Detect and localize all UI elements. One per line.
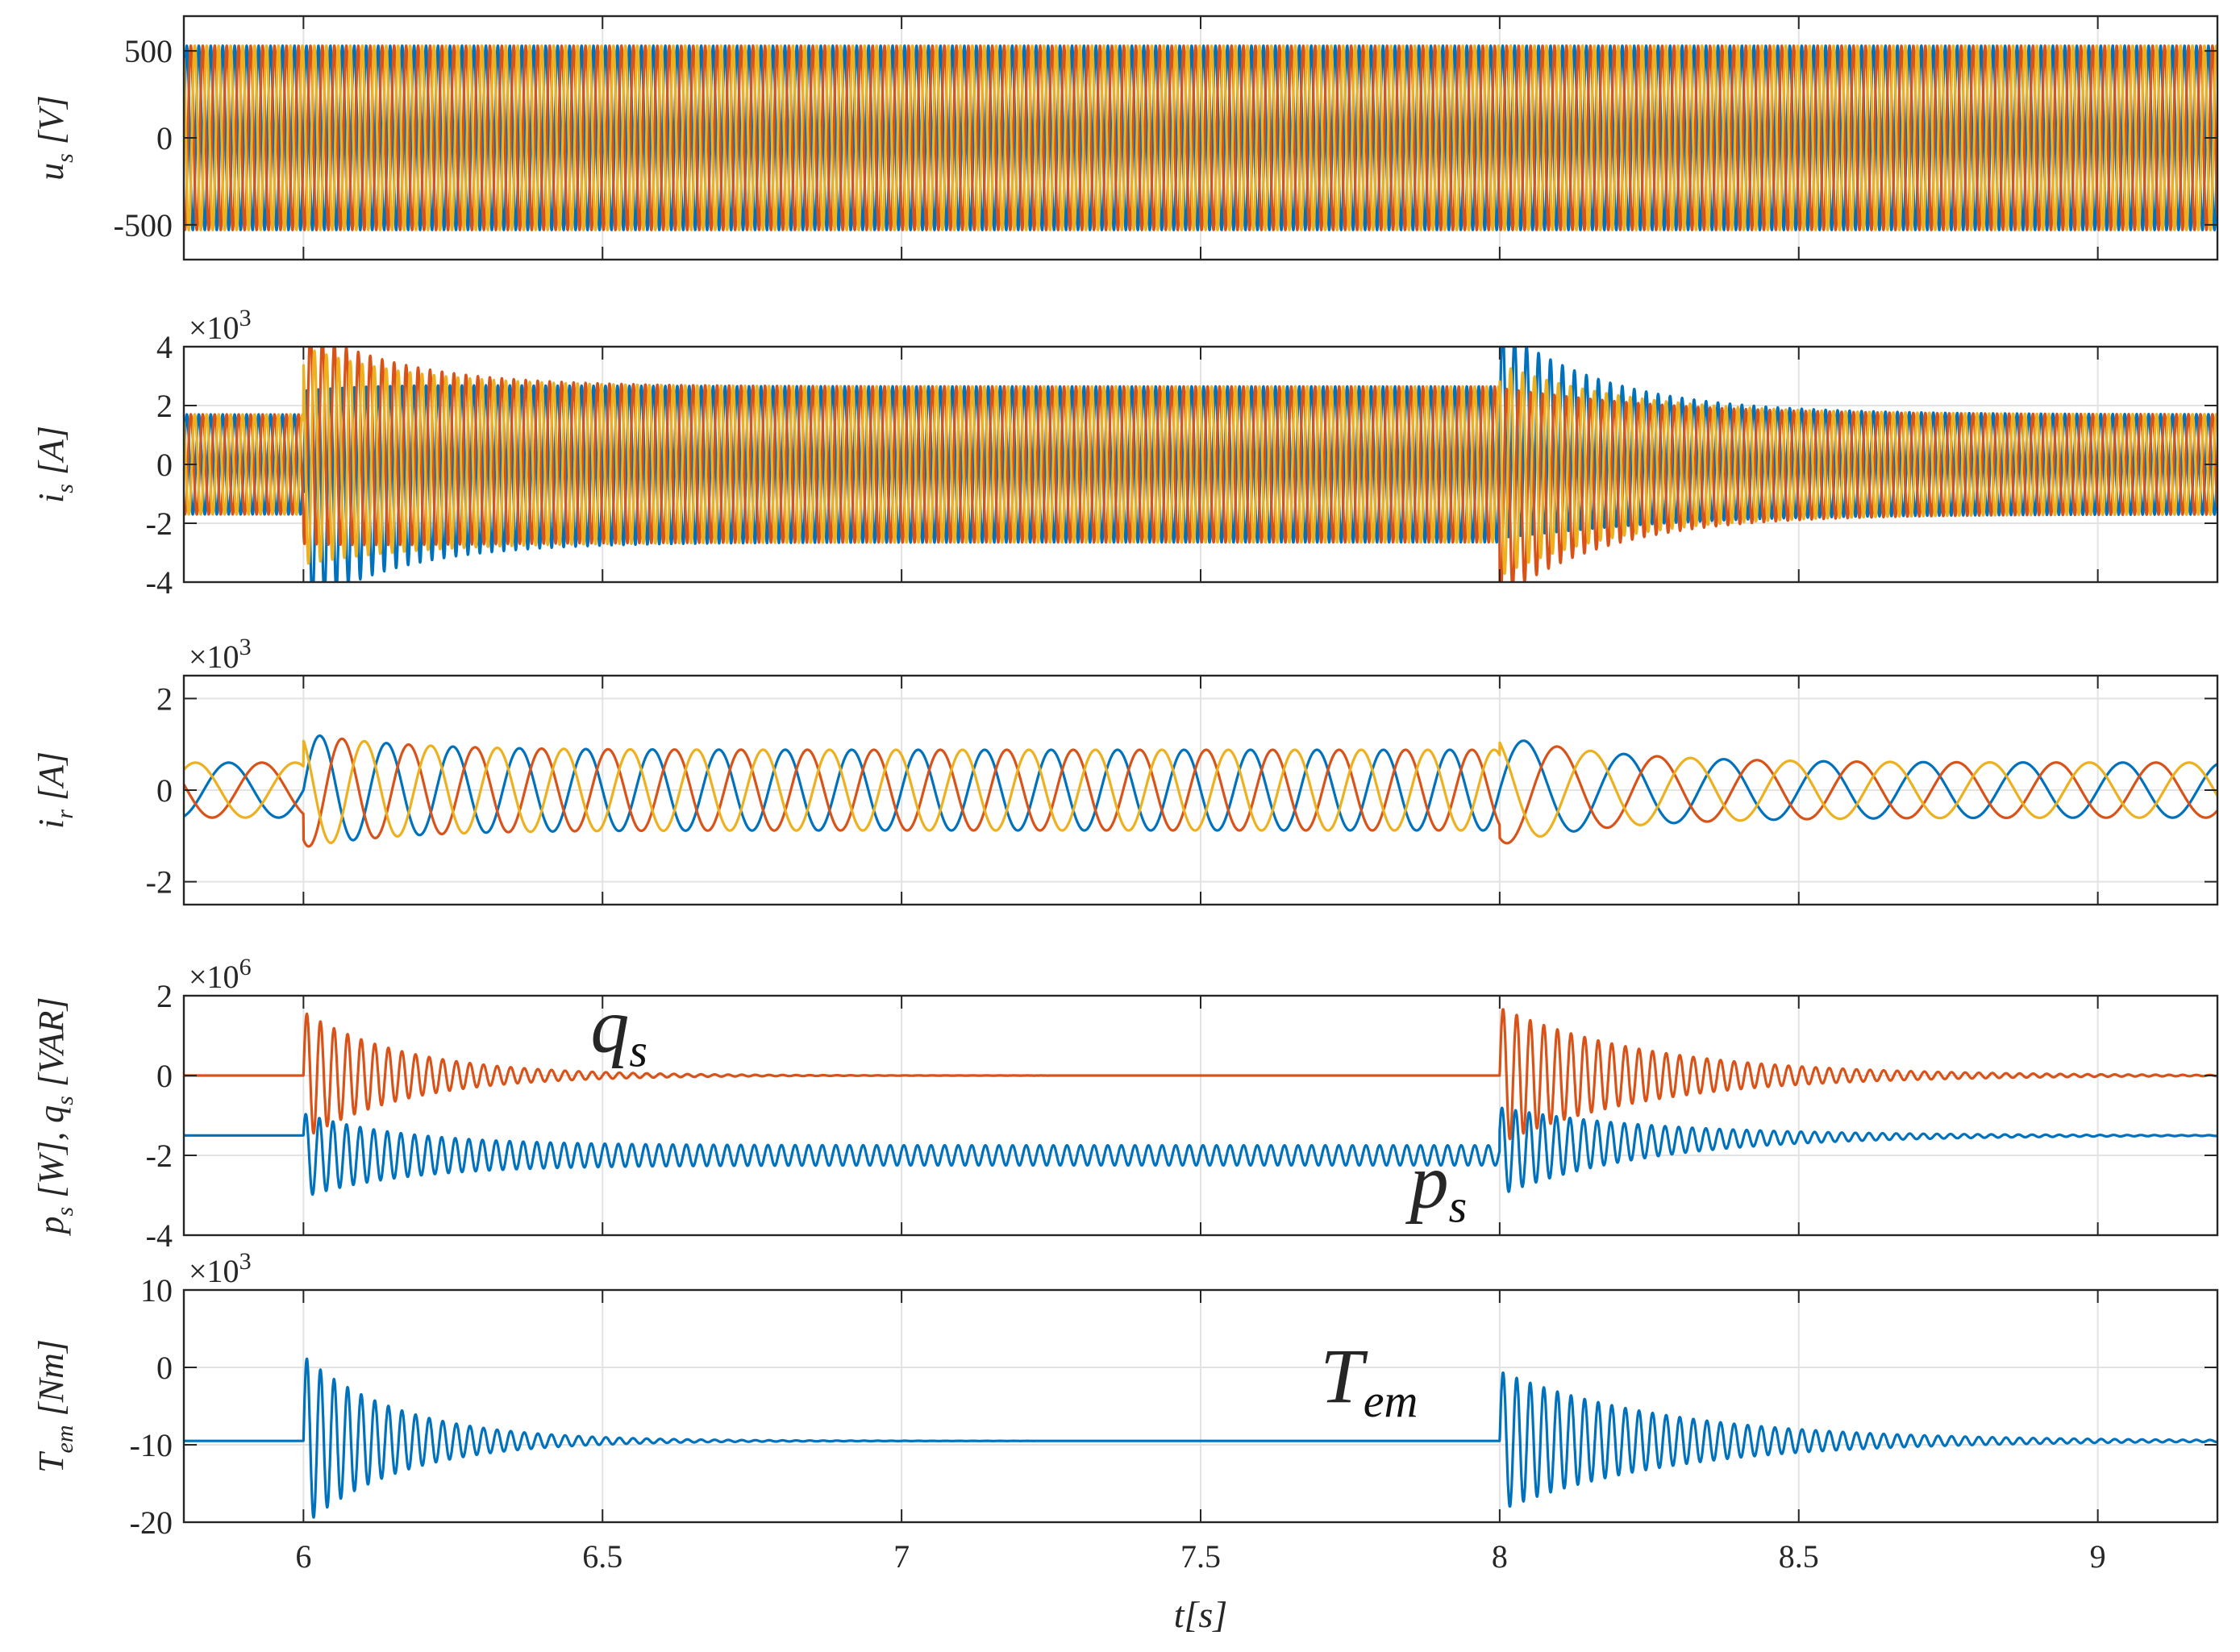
ytick-label-is-4: 4 [156, 329, 173, 365]
annotation-pq-0: qs [590, 982, 647, 1076]
ytick-label-tem-1: -10 [130, 1427, 173, 1463]
ytick-label-tem-0: -20 [130, 1504, 173, 1541]
ytick-label-us-2: 500 [124, 33, 173, 69]
series-group-tem [184, 1357, 2217, 1519]
xlabel: t[s] [1174, 1594, 1227, 1635]
xtick-label-5: 8.5 [1779, 1538, 1819, 1575]
series-line-us-phase-b [184, 44, 2217, 231]
series-line-is-phase-c [184, 349, 2217, 575]
xtick-label-1: 6.5 [582, 1538, 622, 1575]
ytick-label-is-3: 2 [156, 388, 173, 424]
annotation-tem-0: Tem [1320, 1333, 1418, 1427]
x-axis: 6 6.5 7 7.5 8 8.5 9 t[s] [295, 1538, 2105, 1635]
series-line-ir-phase-c [184, 739, 2217, 844]
xtick-label-3: 7.5 [1180, 1538, 1221, 1575]
ytick-label-is-1: -2 [146, 506, 173, 542]
series-line-pq-q_s [184, 1008, 2217, 1141]
ytick-label-ir-0: -2 [146, 864, 173, 901]
ytick-label-ir-1: 0 [156, 772, 173, 809]
ytick-label-is-0: -4 [146, 564, 173, 601]
panel-us: -500 0 500 us [V] [31, 15, 2219, 261]
series-line-us-phase-c [184, 44, 2217, 231]
ytick-label-pq-3: 2 [156, 978, 173, 1014]
series-line-pq-p_s [184, 1106, 2217, 1196]
series-group-is [184, 347, 2217, 582]
series-line-ir-phase-b [184, 737, 2217, 848]
series-line-is-phase-a [184, 347, 2217, 582]
series-line-ir-phase-a [184, 734, 2217, 842]
ytick-label-tem-2: 0 [156, 1350, 173, 1386]
annotation-pq-1: ps [1405, 1138, 1468, 1232]
ytick-label-tem-3: 10 [140, 1272, 173, 1309]
ytick-label-is-2: 0 [156, 447, 173, 483]
ylabel-pq: ps [W], qs [VAR] [31, 997, 78, 1237]
series-line-us-phase-a [184, 44, 2217, 231]
xtick-label-4: 8 [1492, 1538, 1508, 1575]
ytick-label-pq-1: -2 [146, 1138, 173, 1174]
ytick-label-us-0: -500 [114, 207, 173, 243]
series-line-is-phase-b [184, 347, 2217, 582]
series-group-pq [184, 1008, 2217, 1196]
xtick-label-0: 6 [295, 1538, 311, 1575]
xtick-label-2: 7 [893, 1538, 910, 1575]
ylabel-is: is [A] [31, 426, 78, 503]
series-group-us [184, 44, 2217, 231]
ytick-label-us-1: 0 [156, 120, 173, 156]
xtick-label-6: 9 [2090, 1538, 2106, 1575]
series-line-tem-T_em [184, 1357, 2217, 1519]
ylabel-tem: Tem [Nm] [31, 1339, 78, 1473]
ylabel-us: us [V] [31, 95, 78, 181]
ytick-label-pq-0: -4 [146, 1217, 173, 1254]
ylabel-ir: ir [A] [31, 751, 78, 829]
series-group-ir [184, 734, 2217, 848]
ytick-label-pq-2: 0 [156, 1058, 173, 1094]
ytick-label-ir-2: 2 [156, 680, 173, 717]
